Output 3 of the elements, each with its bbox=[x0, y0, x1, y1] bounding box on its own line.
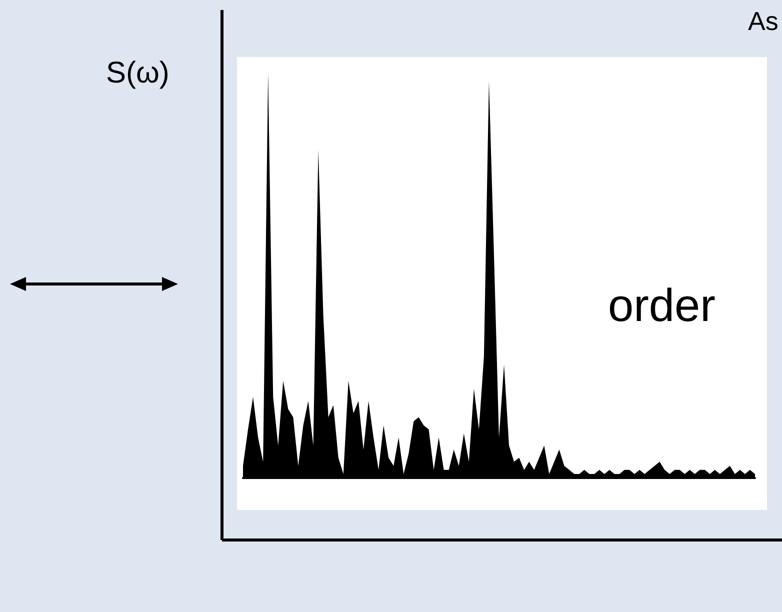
text: As bbox=[748, 6, 778, 36]
y-axis-title: S(ω) bbox=[106, 56, 170, 90]
annotation: order bbox=[608, 279, 716, 331]
